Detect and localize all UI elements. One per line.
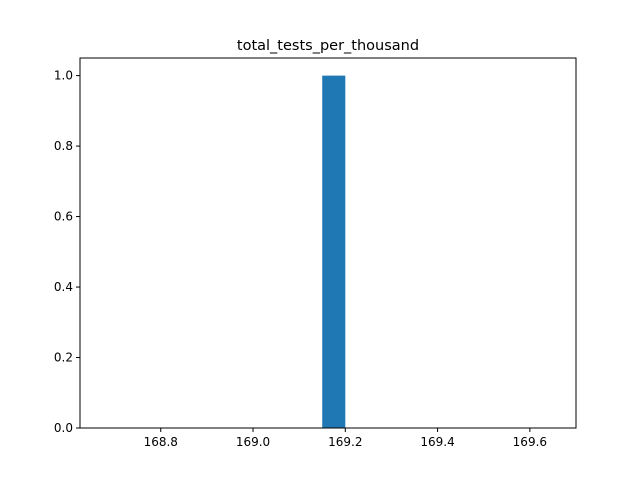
x-tick-label: 168.8 <box>144 435 178 449</box>
y-tick-label: 0.6 <box>54 210 73 224</box>
x-tick-label: 169.4 <box>420 435 454 449</box>
y-tick-label: 0.2 <box>54 351 73 365</box>
y-tick-label: 0.4 <box>54 280 73 294</box>
x-axis: 168.8 169.0 169.2 169.4 169.6 <box>144 428 547 449</box>
x-tick-label: 169.0 <box>236 435 270 449</box>
x-tick-label: 169.2 <box>328 435 362 449</box>
y-axis: 0.0 0.2 0.4 0.6 0.8 1.0 <box>54 69 80 435</box>
chart-title: total_tests_per_thousand <box>237 38 419 54</box>
plot-frame <box>79 57 577 429</box>
x-tick-label: 169.6 <box>513 435 547 449</box>
y-tick-label: 0.8 <box>54 139 73 153</box>
y-tick-label: 0.0 <box>54 421 73 435</box>
bars-layer <box>322 75 346 428</box>
histogram-bar <box>322 75 346 428</box>
y-tick-label: 1.0 <box>54 69 73 83</box>
